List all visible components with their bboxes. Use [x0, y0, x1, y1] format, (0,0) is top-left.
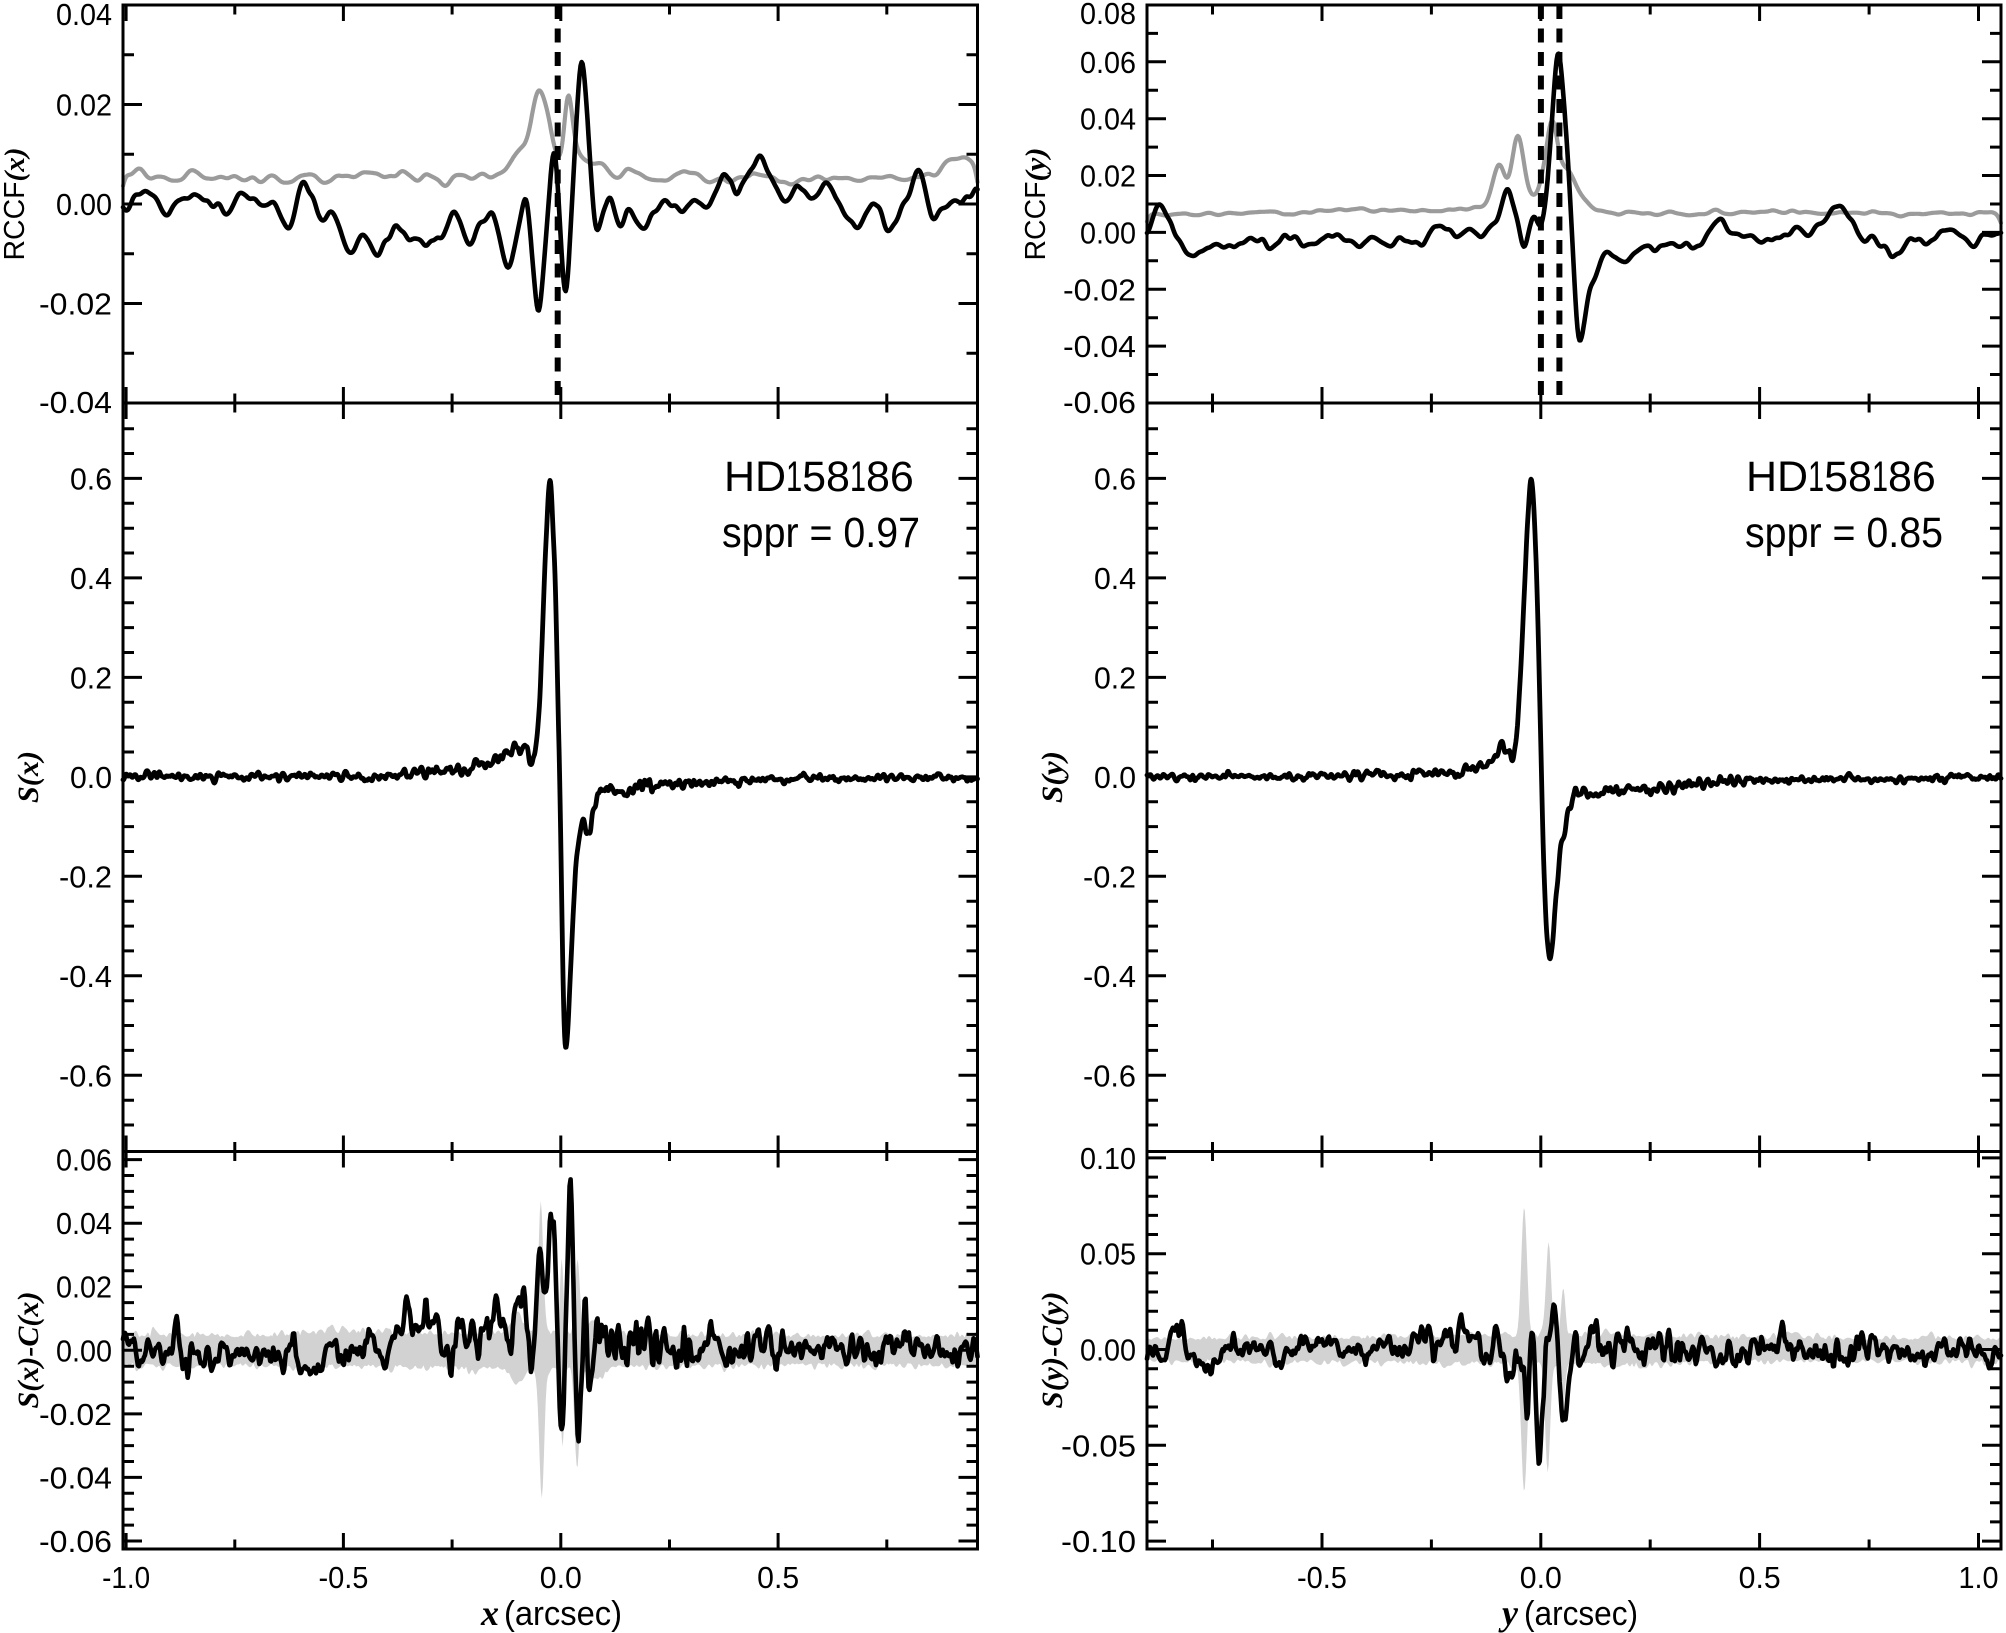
svg-text:0.2: 0.2: [70, 660, 112, 695]
svg-text:(arcsec): (arcsec): [1524, 1595, 1638, 1633]
svg-text:0.6: 0.6: [70, 461, 112, 496]
svg-text:0.4: 0.4: [1094, 561, 1136, 596]
svg-text:-0.04: -0.04: [39, 1460, 112, 1495]
svg-text:sppr = 0.85: sppr = 0.85: [1745, 509, 1943, 557]
svg-text:0.08: 0.08: [1080, 0, 1136, 31]
svg-text:-0.06: -0.06: [39, 1524, 112, 1559]
svg-text:-0.10: -0.10: [1061, 1524, 1136, 1559]
svg-text:1.0: 1.0: [1959, 1560, 1999, 1595]
svg-text:0.5: 0.5: [1739, 1560, 1781, 1595]
svg-text:0.0: 0.0: [70, 760, 112, 795]
svg-text:S(y): S(y): [1036, 751, 1069, 803]
svg-text:0.6: 0.6: [1094, 461, 1136, 496]
svg-text:0.00: 0.00: [56, 187, 112, 222]
svg-text:0.04: 0.04: [56, 1206, 112, 1241]
svg-text:0.00: 0.00: [1080, 1333, 1136, 1368]
svg-text:0.06: 0.06: [56, 1143, 112, 1178]
svg-text:-0.6: -0.6: [1083, 1058, 1136, 1093]
svg-text:-0.02: -0.02: [39, 1397, 112, 1432]
svg-text:RCCF(x): RCCF(x): [0, 148, 31, 261]
svg-text:-0.4: -0.4: [59, 959, 112, 994]
svg-text:(arcsec): (arcsec): [504, 1595, 622, 1633]
svg-text:0.00: 0.00: [56, 1333, 112, 1368]
svg-text:0.02: 0.02: [56, 88, 112, 123]
svg-text:0.05: 0.05: [1080, 1237, 1136, 1272]
svg-text:-0.2: -0.2: [1083, 859, 1136, 894]
svg-text:x: x: [480, 1593, 499, 1633]
svg-text:HD158186: HD158186: [1746, 453, 1936, 501]
svg-text:-0.4: -0.4: [1083, 959, 1136, 994]
svg-text:0.0: 0.0: [540, 1560, 582, 1595]
svg-text:0.0: 0.0: [1094, 760, 1136, 795]
svg-text:0.02: 0.02: [56, 1270, 112, 1305]
svg-text:-0.5: -0.5: [1297, 1560, 1347, 1595]
svg-text:0.04: 0.04: [56, 0, 112, 32]
svg-text:-0.04: -0.04: [39, 385, 112, 420]
svg-text:-0.2: -0.2: [59, 859, 112, 894]
svg-text:HD158186: HD158186: [724, 453, 914, 501]
svg-text:-0.04: -0.04: [1063, 329, 1136, 364]
svg-text:0.02: 0.02: [1080, 159, 1136, 194]
svg-text:0.4: 0.4: [70, 561, 112, 596]
svg-text:-0.05: -0.05: [1061, 1428, 1136, 1463]
svg-text:0.2: 0.2: [1094, 660, 1136, 695]
svg-text:-0.02: -0.02: [1063, 272, 1136, 307]
svg-text:0.5: 0.5: [757, 1560, 799, 1595]
svg-text:-0.6: -0.6: [59, 1058, 112, 1093]
svg-text:-1.0: -1.0: [102, 1560, 150, 1595]
svg-text:S(x): S(x): [12, 751, 45, 803]
svg-text:-0.5: -0.5: [318, 1560, 368, 1595]
svg-text:-0.06: -0.06: [1063, 385, 1136, 420]
svg-text:S(y)-C(y): S(y)-C(y): [1036, 1292, 1069, 1409]
svg-text:0.10: 0.10: [1080, 1141, 1136, 1176]
svg-text:0.00: 0.00: [1080, 215, 1136, 250]
svg-text:y: y: [1498, 1593, 1519, 1633]
svg-text:0.04: 0.04: [1080, 102, 1136, 137]
svg-text:sppr = 0.97: sppr = 0.97: [722, 509, 920, 557]
svg-text:0.06: 0.06: [1080, 45, 1136, 80]
svg-text:0.0: 0.0: [1520, 1560, 1562, 1595]
svg-text:-0.02: -0.02: [39, 287, 112, 322]
svg-text:RCCF(y): RCCF(y): [1020, 148, 1052, 261]
svg-text:S(x)-C(x): S(x)-C(x): [12, 1292, 45, 1409]
